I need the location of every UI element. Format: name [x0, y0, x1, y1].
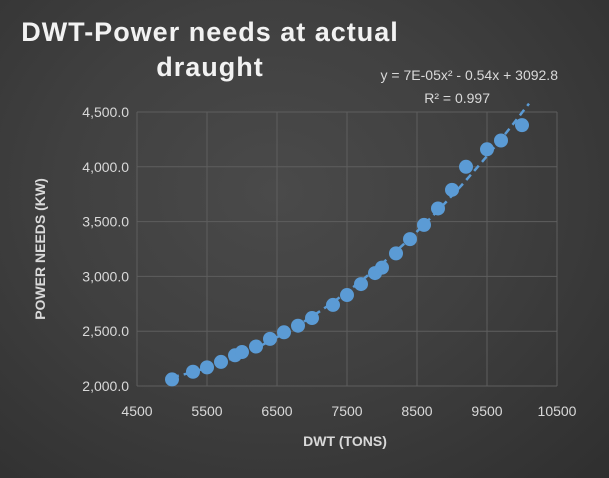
x-tick-labels: 4500 5500 6500 7500 8500 9500 10500	[121, 403, 576, 419]
data-point	[515, 118, 529, 133]
y-tick-label: 2,000.0	[82, 378, 129, 394]
data-point	[431, 201, 445, 216]
data-point	[480, 142, 494, 157]
data-point	[354, 277, 368, 292]
data-point	[389, 246, 403, 261]
data-point	[263, 331, 277, 346]
r-squared-label: R² = 0.997	[424, 90, 490, 106]
chart-title-line-2: draught	[156, 52, 264, 82]
data-point	[249, 339, 263, 354]
data-point	[326, 297, 340, 312]
data-point	[200, 360, 214, 375]
data-point	[494, 133, 508, 148]
data-point	[277, 325, 291, 340]
y-axis-label: POWER NEEDS (KW)	[32, 178, 48, 320]
chart-title-line-1: DWT-Power needs at actual	[21, 17, 399, 47]
data-point	[291, 318, 305, 333]
data-point	[340, 288, 354, 303]
x-tick-label: 4500	[121, 403, 152, 419]
data-point	[214, 354, 228, 369]
trendline-equation: y = 7E-05x² - 0.54x + 3092.8	[381, 67, 559, 83]
x-tick-label: 10500	[538, 403, 577, 419]
x-tick-label: 9500	[471, 403, 502, 419]
data-point	[445, 182, 459, 197]
data-point	[375, 260, 389, 275]
gridlines	[136, 111, 558, 387]
x-tick-label: 8500	[401, 403, 432, 419]
x-axis-label: DWT (TONS)	[303, 433, 387, 449]
y-tick-label: 3,500.0	[82, 214, 129, 230]
data-point	[417, 217, 431, 232]
y-tick-label: 4,500.0	[82, 104, 129, 120]
trendline-layer	[171, 102, 530, 379]
data-point	[235, 345, 249, 360]
y-tick-labels: 2,000.0 2,500.0 3,000.0 3,500.0 4,000.0 4,500…	[82, 104, 129, 394]
data-point	[165, 372, 179, 387]
data-point	[186, 364, 200, 379]
trendline	[171, 102, 530, 379]
data-point	[459, 159, 473, 174]
x-tick-label: 7500	[331, 403, 362, 419]
data-points	[165, 118, 529, 387]
y-tick-label: 4,000.0	[82, 159, 129, 175]
x-tick-label: 5500	[191, 403, 222, 419]
x-tick-label: 6500	[261, 403, 292, 419]
data-point	[305, 311, 319, 326]
data-point	[403, 232, 417, 247]
y-tick-label: 3,000.0	[82, 268, 129, 284]
y-tick-label: 2,500.0	[82, 323, 129, 339]
